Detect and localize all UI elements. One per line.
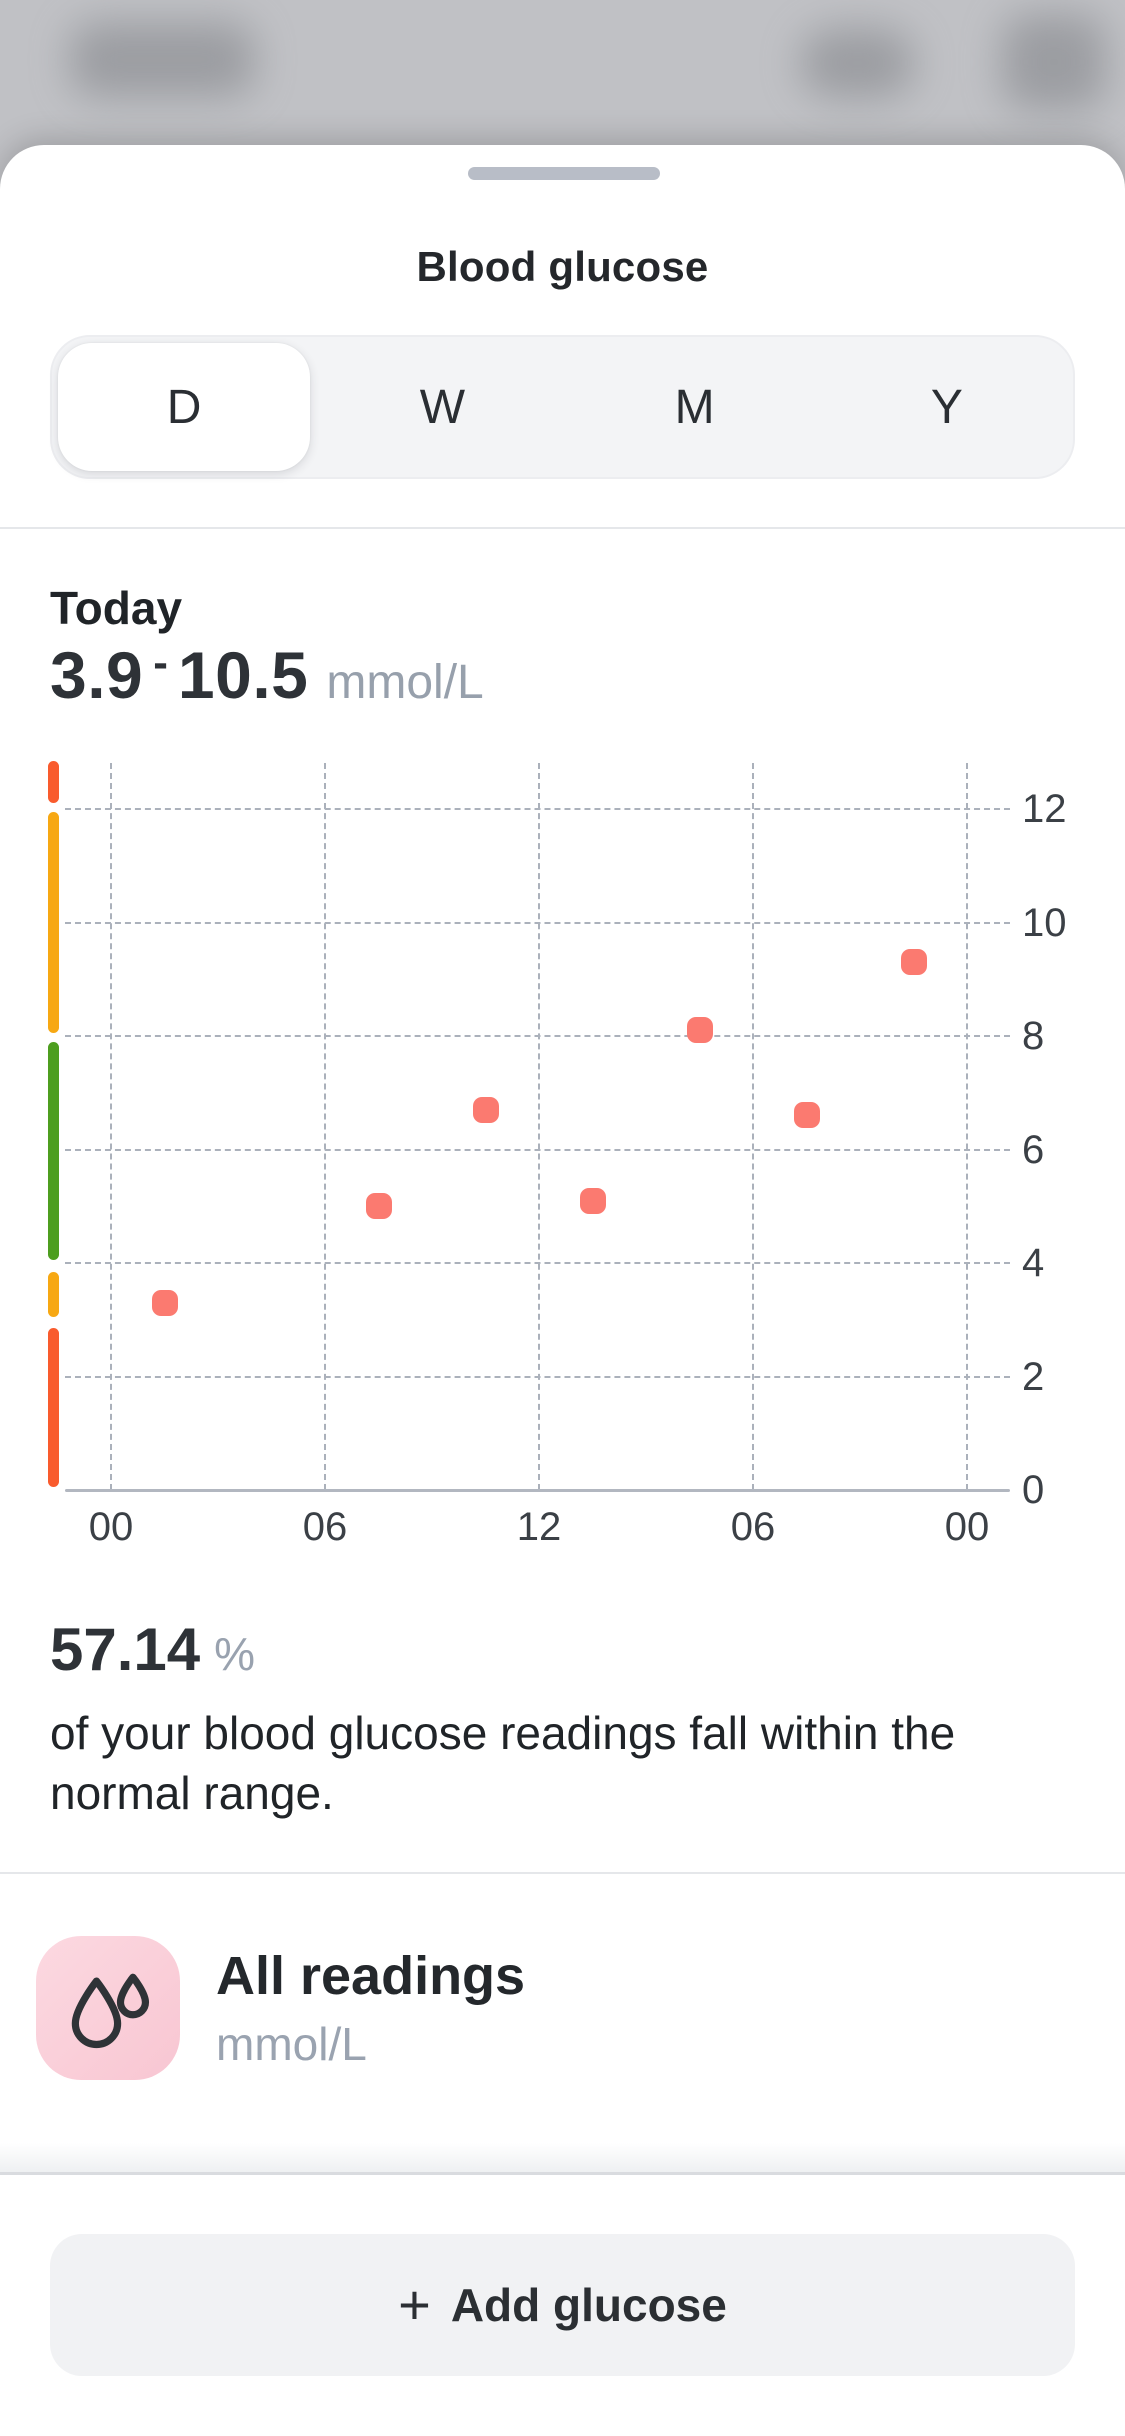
tab-period-d[interactable]: D xyxy=(58,343,311,471)
range-summary: 3.9 - 10.5 mmol/L xyxy=(50,637,484,713)
y-tick-label: 2 xyxy=(1022,1354,1045,1399)
range-separator: - xyxy=(153,638,168,687)
y-gridline xyxy=(65,1375,1010,1378)
range-min-value: 3.9 xyxy=(50,638,144,712)
drag-handle[interactable] xyxy=(468,167,660,180)
blurred-header-element xyxy=(800,28,915,98)
data-point[interactable] xyxy=(151,1289,178,1316)
divider xyxy=(0,527,1125,529)
page-title: Blood glucose xyxy=(416,243,709,290)
tab-period-y[interactable]: Y xyxy=(930,380,963,434)
glucose-scatter-chart: 00 06 12 06 00 0 2 4 6 8 10 12 xyxy=(0,145,1125,1645)
y-gridline xyxy=(65,1148,1010,1151)
x-tick-label: 00 xyxy=(88,1505,134,1549)
blurred-header-element xyxy=(1002,14,1106,110)
normal-range-stat: 57.14 % xyxy=(50,1615,255,1684)
x-gridline xyxy=(752,763,754,1490)
data-point[interactable] xyxy=(900,949,927,976)
range-zone-low xyxy=(48,1271,59,1317)
y-gridline xyxy=(65,1035,1010,1037)
period-label: Today xyxy=(50,582,183,634)
data-point[interactable] xyxy=(579,1187,606,1214)
range-zone-high-alert xyxy=(48,760,59,804)
x-tick-label: 12 xyxy=(516,1505,562,1549)
x-gridline xyxy=(110,763,112,1490)
range-unit: mmol/L xyxy=(326,656,484,709)
blood-glucose-sheet: Blood glucose D W M Y Today 3.9 - 10.5 mmol… xyxy=(0,145,1125,2436)
all-readings-title[interactable]: All readings xyxy=(216,1946,526,2006)
data-point[interactable] xyxy=(686,1017,713,1044)
y-tick-label: 8 xyxy=(1022,1014,1045,1058)
tab-period-m[interactable]: M xyxy=(674,380,715,434)
range-zone-elevated xyxy=(48,811,59,1034)
y-tick-label: 6 xyxy=(1022,1127,1045,1172)
data-point[interactable] xyxy=(365,1193,392,1220)
y-gridline xyxy=(65,1262,1010,1264)
x-tick-label: 06 xyxy=(730,1505,776,1549)
range-max-value: 10.5 xyxy=(177,638,309,712)
range-zone-low-alert xyxy=(48,1328,59,1488)
add-glucose-label: Add glucose xyxy=(450,2279,727,2331)
x-tick-label: 00 xyxy=(944,1505,990,1549)
data-point[interactable] xyxy=(793,1102,820,1129)
y-tick-label: 4 xyxy=(1022,1241,1045,1285)
y-tick-label: 12 xyxy=(1022,787,1067,831)
data-point[interactable] xyxy=(472,1096,499,1123)
plus-icon: + xyxy=(398,2273,431,2336)
x-gridline xyxy=(966,763,968,1490)
x-gridline xyxy=(538,763,540,1490)
tab-period-w[interactable]: W xyxy=(419,380,466,434)
y-tick-label: 0 xyxy=(1022,1468,1045,1512)
stat-description: of your blood glucose readings fall with… xyxy=(50,1707,956,1819)
y-gridline xyxy=(65,921,1010,924)
droplets-icon xyxy=(36,1936,180,2080)
all-readings-unit: mmol/L xyxy=(216,2018,367,2070)
stat-unit: % xyxy=(214,1628,256,1680)
y-tick-label: 10 xyxy=(1022,900,1067,945)
x-tick-label: 06 xyxy=(302,1505,348,1549)
y-gridline xyxy=(65,808,1010,810)
add-glucose-button[interactable]: + Add glucose xyxy=(50,2234,1075,2376)
x-axis-line xyxy=(65,1489,1010,1492)
blurred-header-element xyxy=(70,22,255,97)
footer-fade xyxy=(0,2143,1125,2172)
stat-value: 57.14 xyxy=(50,1616,201,1683)
divider xyxy=(0,2172,1125,2175)
divider xyxy=(0,1872,1125,1874)
range-zone-normal xyxy=(48,1041,59,1261)
x-gridline xyxy=(324,763,326,1490)
